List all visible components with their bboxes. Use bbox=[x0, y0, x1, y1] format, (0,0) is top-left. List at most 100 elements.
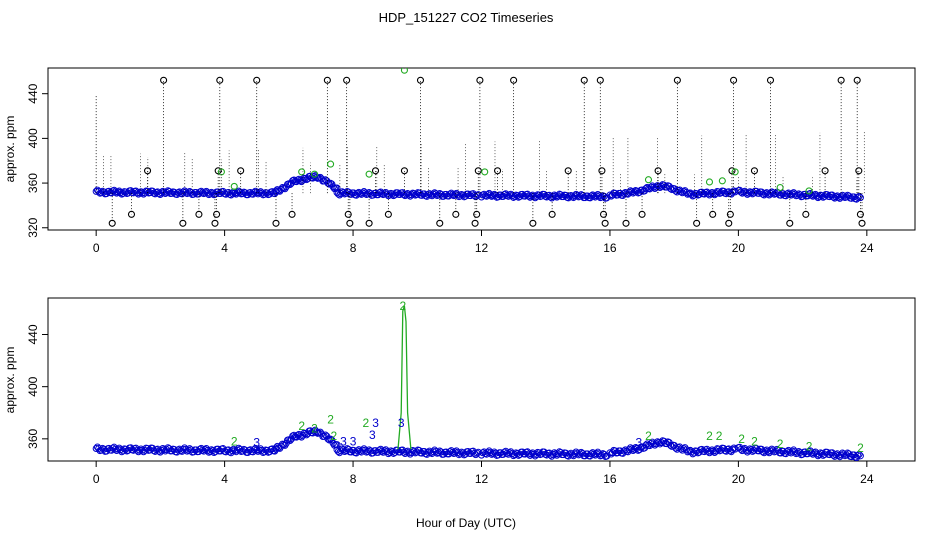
data-point bbox=[829, 193, 837, 201]
data-point bbox=[858, 219, 866, 227]
data-point bbox=[470, 449, 478, 457]
data-point bbox=[750, 167, 758, 175]
data-point bbox=[638, 210, 646, 218]
data-point bbox=[707, 447, 715, 455]
point-marker: 2 bbox=[806, 440, 813, 454]
x-tick-label: 8 bbox=[350, 472, 357, 486]
data-point bbox=[793, 191, 801, 199]
data-point bbox=[677, 445, 685, 453]
data-point bbox=[449, 448, 457, 456]
bottom-plot-frame bbox=[47, 297, 916, 462]
data-point bbox=[672, 444, 680, 452]
data-point bbox=[160, 446, 168, 454]
x-tick-label: 4 bbox=[221, 472, 228, 486]
data-point bbox=[424, 448, 432, 456]
data-point bbox=[832, 193, 840, 201]
point-marker: 3 bbox=[369, 428, 376, 442]
data-point bbox=[620, 190, 628, 198]
data-point bbox=[354, 447, 362, 455]
data-point bbox=[525, 192, 533, 200]
data-point bbox=[231, 447, 239, 455]
data-point bbox=[133, 446, 141, 454]
point-marker: 3 bbox=[340, 434, 347, 448]
point-marker: 2 bbox=[298, 419, 305, 433]
data-point bbox=[566, 192, 574, 200]
point-marker: 2 bbox=[706, 429, 713, 443]
data-point bbox=[136, 446, 144, 454]
point-marker: 3 bbox=[636, 436, 643, 450]
data-point bbox=[424, 191, 432, 199]
point-marker: 2 bbox=[327, 412, 334, 426]
data-point bbox=[644, 176, 653, 184]
point-marker: 2 bbox=[716, 429, 723, 443]
data-point bbox=[730, 76, 738, 84]
data-point bbox=[571, 450, 579, 458]
data-point bbox=[133, 189, 141, 197]
data-point bbox=[206, 190, 214, 198]
data-point bbox=[344, 210, 352, 218]
x-tick-label: 12 bbox=[475, 241, 489, 255]
data-point bbox=[343, 76, 351, 84]
data-point bbox=[856, 194, 864, 202]
data-point bbox=[808, 449, 816, 457]
data-point bbox=[346, 219, 354, 227]
data-point bbox=[474, 167, 482, 175]
data-point bbox=[365, 219, 373, 227]
data-point bbox=[837, 76, 845, 84]
data-point bbox=[158, 189, 166, 197]
point-marker: 2 bbox=[738, 432, 745, 446]
data-point bbox=[199, 189, 207, 197]
point-marker: 2 bbox=[751, 434, 758, 448]
top-ylabel: approx. ppm bbox=[3, 116, 17, 183]
data-point bbox=[211, 219, 219, 227]
data-point bbox=[525, 450, 533, 458]
data-point bbox=[647, 183, 655, 191]
data-point bbox=[378, 447, 386, 455]
data-point bbox=[237, 167, 245, 175]
data-point bbox=[654, 167, 662, 175]
data-point bbox=[667, 441, 675, 449]
data-point bbox=[628, 188, 636, 196]
x-tick-label: 0 bbox=[93, 241, 100, 255]
data-point bbox=[174, 189, 182, 197]
data-point bbox=[802, 210, 810, 218]
data-point bbox=[672, 187, 680, 195]
data-point bbox=[400, 167, 408, 175]
y-tick-label: 440 bbox=[26, 324, 40, 344]
data-point bbox=[195, 210, 203, 218]
data-point bbox=[853, 76, 861, 84]
data-point bbox=[214, 167, 222, 175]
point-marker: 3 bbox=[253, 436, 260, 450]
data-point bbox=[747, 446, 755, 454]
data-point bbox=[400, 191, 408, 199]
data-point bbox=[527, 450, 535, 458]
x-tick-label: 12 bbox=[475, 472, 489, 486]
data-point bbox=[625, 188, 633, 196]
data-point bbox=[855, 167, 863, 175]
x-tick-label: 16 bbox=[603, 241, 617, 255]
data-point bbox=[503, 191, 511, 199]
data-point bbox=[253, 76, 261, 84]
y-tick-label: 400 bbox=[26, 128, 40, 148]
point-marker: 3 bbox=[350, 434, 357, 448]
data-point bbox=[854, 452, 862, 460]
data-point bbox=[642, 184, 650, 192]
data-point bbox=[728, 167, 736, 175]
x-tick-label: 24 bbox=[860, 472, 874, 486]
point-marker: 2 bbox=[857, 441, 864, 455]
data-point bbox=[378, 190, 386, 198]
data-point bbox=[429, 448, 437, 456]
data-point bbox=[324, 435, 332, 443]
data-point bbox=[452, 210, 460, 218]
data-point bbox=[549, 450, 557, 458]
data-point bbox=[549, 192, 557, 200]
data-point bbox=[655, 182, 663, 190]
y-tick-label: 360 bbox=[26, 173, 40, 193]
data-point bbox=[783, 190, 791, 198]
data-point bbox=[793, 449, 801, 457]
point-marker: 2 bbox=[645, 429, 652, 443]
data-point bbox=[725, 219, 733, 227]
